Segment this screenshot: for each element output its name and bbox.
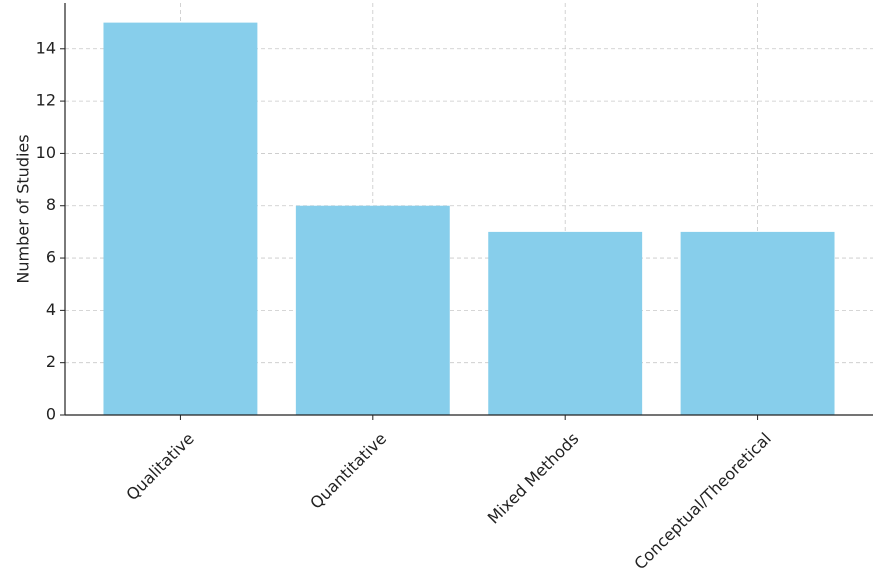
x-tick-label: Quantitative: [306, 429, 390, 513]
y-tick-label: 2: [46, 352, 56, 371]
y-tick-label: 4: [46, 300, 56, 319]
bar: [295, 205, 450, 415]
bar: [488, 231, 643, 415]
y-tick-label: 12: [36, 91, 56, 110]
y-tick-label: 6: [46, 248, 56, 267]
x-tick-label: Qualitative: [122, 429, 197, 504]
y-tick-label: 8: [46, 195, 56, 214]
y-tick-label: 0: [46, 405, 56, 424]
x-tick-label: Conceptual/Theoretical: [630, 429, 774, 573]
y-tick-label: 10: [36, 143, 56, 162]
y-tick-label: 14: [36, 38, 56, 57]
bar: [103, 22, 258, 415]
y-axis-label: Number of Studies: [14, 134, 33, 283]
x-tick-label: Mixed Methods: [484, 429, 583, 528]
bar: [680, 231, 835, 415]
